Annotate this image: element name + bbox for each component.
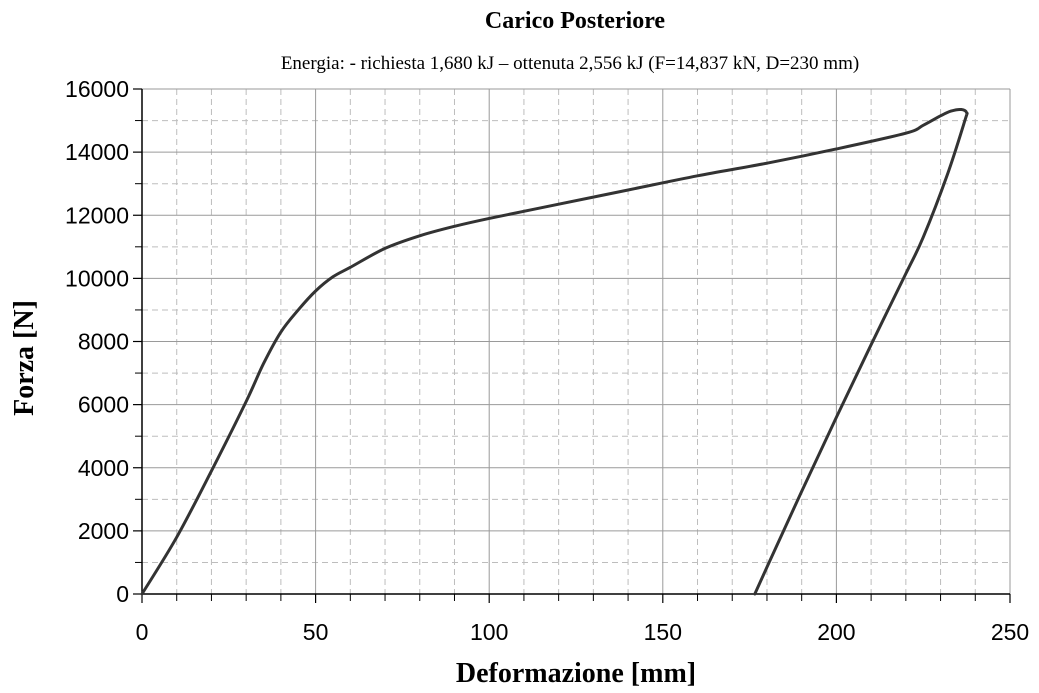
y-tick-label: 6000: [78, 392, 129, 418]
y-tick-label: 8000: [78, 329, 129, 355]
x-tick-label: 0: [136, 619, 149, 645]
y-tick-label: 2000: [78, 518, 129, 544]
x-tick-label: 100: [470, 619, 508, 645]
y-tick-labels: 0 2000 4000 6000 8000 10000 12000 14000 16000: [65, 76, 129, 607]
chart-subtitle: Energia: - richiesta 1,680 kJ – ottenuta…: [281, 53, 859, 74]
x-tick-label: 150: [644, 619, 682, 645]
x-tick-labels: 0 50 100 150 200 250: [136, 619, 1030, 645]
series-layer: [142, 109, 967, 594]
major-grid: [142, 89, 1010, 594]
x-tick-label: 50: [303, 619, 329, 645]
x-tick-label: 200: [817, 619, 855, 645]
y-tick-label: 10000: [65, 265, 129, 291]
chart-title: Carico Posteriore: [485, 8, 665, 34]
y-tick-label: 16000: [65, 76, 129, 102]
x-tick-label: 250: [991, 619, 1029, 645]
x-axis-title: Deformazione [mm]: [456, 658, 696, 689]
y-axis-title: Forza [N]: [9, 300, 40, 416]
y-tick-label: 12000: [65, 202, 129, 228]
y-tick-label: 0: [116, 581, 129, 607]
y-tick-label: 4000: [78, 455, 129, 481]
tick-marks: [133, 89, 1010, 603]
y-tick-label: 14000: [65, 139, 129, 165]
series-line-forza-deformazione: [142, 109, 967, 594]
